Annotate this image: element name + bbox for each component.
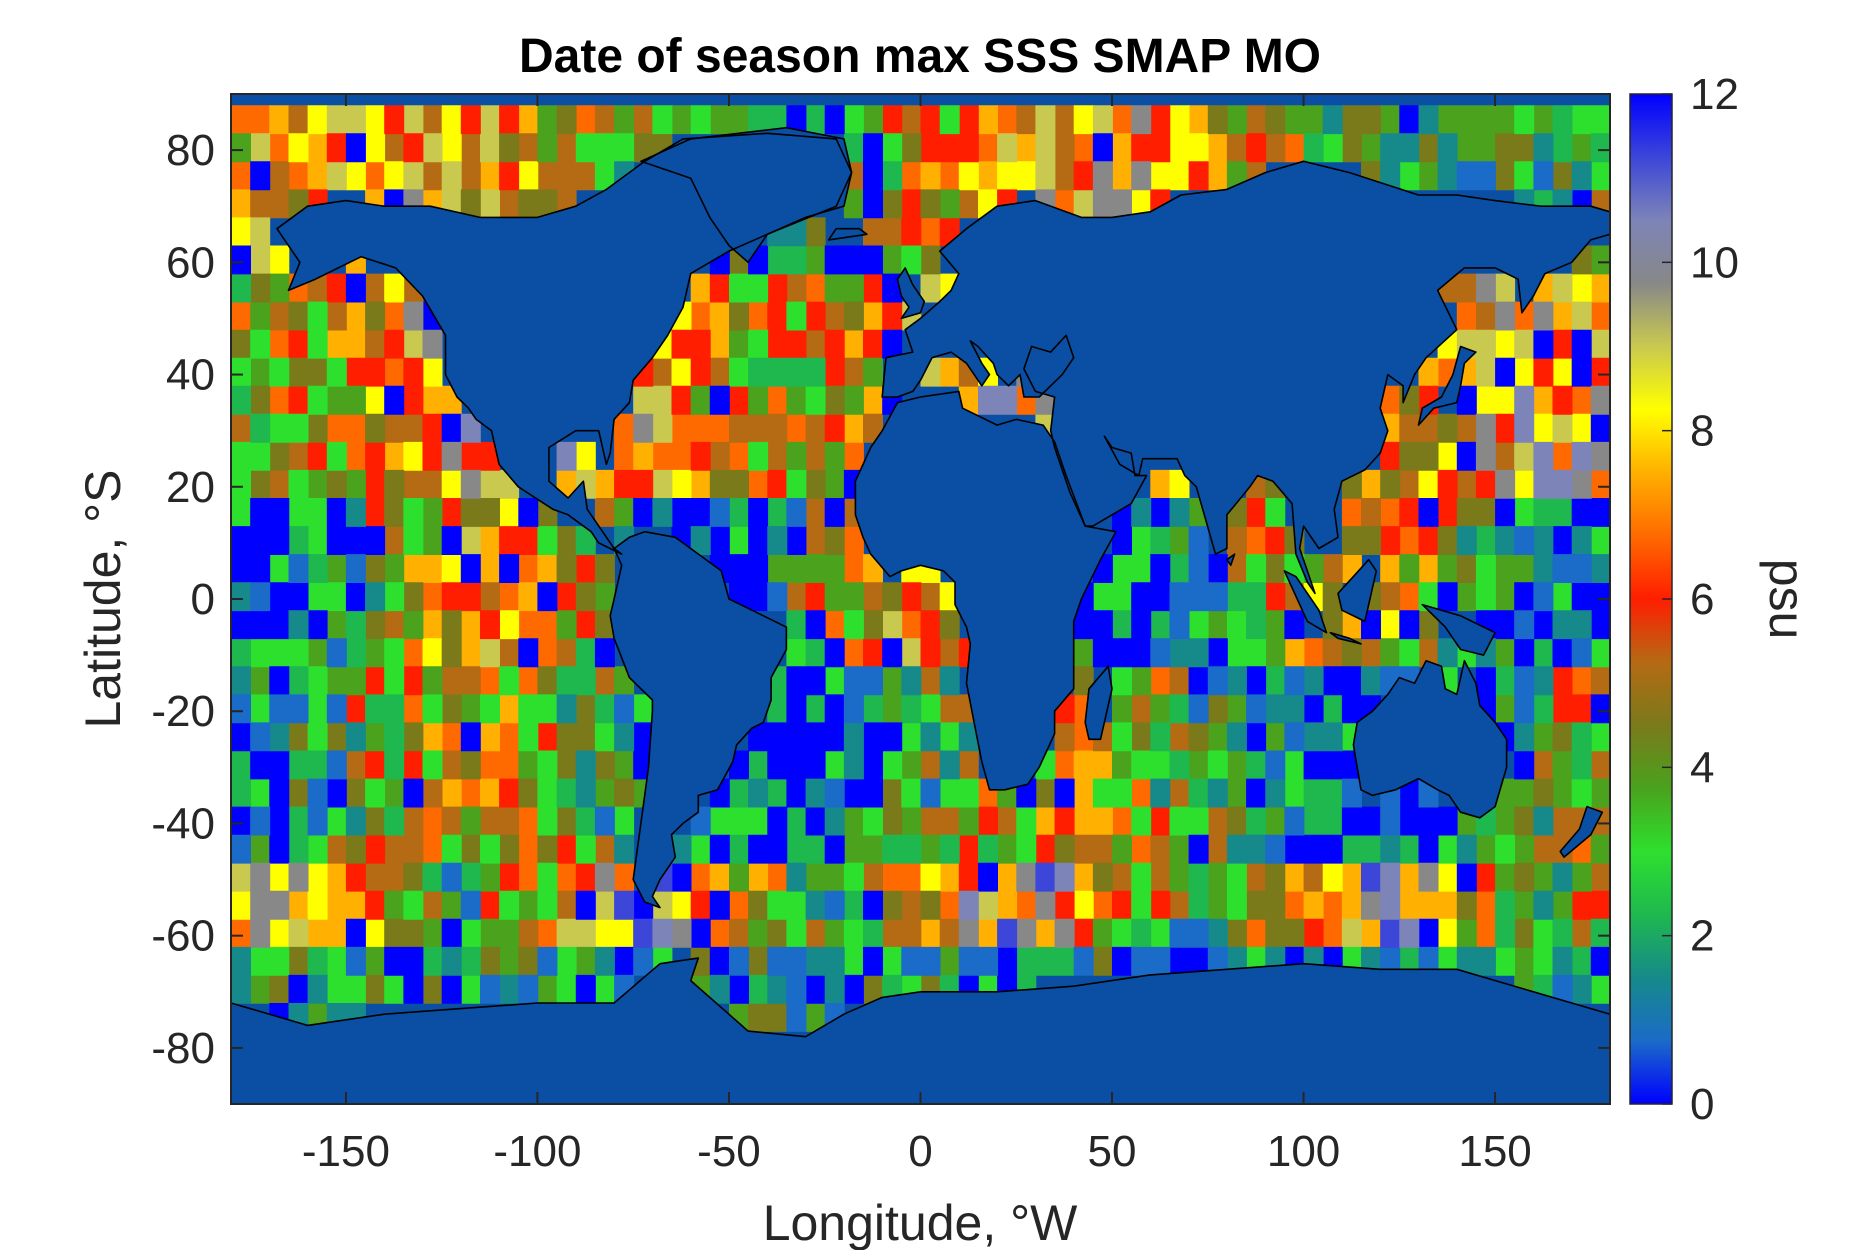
- colorbar-tick-label: 2: [1690, 912, 1714, 961]
- x-tick-label: -150: [302, 1127, 390, 1176]
- salinity-cells: [460, 385, 1592, 948]
- colorbar-tick-label: 6: [1690, 575, 1714, 624]
- landmass: [1422, 604, 1496, 656]
- colorbar-label: psu: [1759, 559, 1815, 640]
- landmass: [1284, 570, 1327, 633]
- coastline: [1329, 631, 1362, 645]
- x-axis: -150 -100 -50 0 50 100 150: [302, 94, 1532, 1176]
- coastline: [1417, 345, 1477, 426]
- landmass: [1338, 559, 1377, 622]
- coastline: [854, 390, 1117, 791]
- coastline: [1559, 805, 1604, 858]
- coastline: [609, 530, 788, 909]
- y-tick-label: -20: [151, 687, 215, 736]
- colorbar-tick-label: 8: [1690, 407, 1714, 456]
- x-tick-label: 100: [1267, 1127, 1340, 1176]
- salinity-field: [231, 105, 1610, 1032]
- coastline: [1084, 665, 1113, 741]
- y-axis-label: Latitude, °S: [75, 469, 131, 728]
- y-axis: 80 60 40 20 0 -20 -40 -60 -80: [151, 126, 1610, 1073]
- landmass: [1560, 806, 1603, 858]
- landmass: [640, 127, 852, 263]
- coastline: [1283, 570, 1328, 634]
- landmass: [855, 391, 1116, 790]
- y-tick-label: 20: [166, 463, 215, 512]
- landmass: [1353, 660, 1507, 818]
- y-tick-label: 0: [191, 575, 215, 624]
- colorbar-ticks: 0 2 4 6 8 10 12: [1662, 70, 1739, 1129]
- y-tick-label: 80: [166, 126, 215, 175]
- landmass: [897, 267, 925, 319]
- coastline: [231, 957, 1610, 1104]
- colorbar-tick-label: 12: [1690, 70, 1739, 119]
- colorbar: 0 2 4 6 8 10 12 psu: [1629, 70, 1815, 1129]
- coastline: [881, 160, 1610, 595]
- coastline: [1337, 558, 1378, 623]
- landmass: [828, 228, 867, 240]
- landmass: [610, 531, 787, 908]
- landmass: [882, 161, 1610, 594]
- x-tick-label: 0: [908, 1127, 932, 1176]
- x-tick-label: -100: [493, 1127, 581, 1176]
- chart-title: Date of season max SSS SMAP MO: [519, 30, 1321, 83]
- coastline: [640, 126, 853, 264]
- landmass: [277, 133, 852, 555]
- coastline: [1352, 659, 1508, 819]
- salinity-cells: [231, 105, 1610, 1032]
- coastline: [1421, 603, 1496, 656]
- landmass: [1226, 554, 1235, 566]
- x-tick-label: -50: [697, 1127, 761, 1176]
- colorbar-tick-label: 10: [1690, 238, 1739, 287]
- coastline: [827, 227, 868, 241]
- colorbar-tick-label: 0: [1690, 1080, 1714, 1129]
- continents: [231, 127, 1610, 1104]
- plot-area: [231, 94, 1610, 1104]
- landmass: [1085, 666, 1112, 740]
- salinity-cells: [231, 105, 1610, 948]
- landmass: [1418, 346, 1476, 426]
- y-tick-label: 40: [166, 351, 215, 400]
- landmass: [231, 958, 1610, 1104]
- y-tick-label: -80: [151, 1024, 215, 1073]
- x-tick-label: 150: [1458, 1127, 1531, 1176]
- coastline: [896, 267, 926, 320]
- coastlines: [231, 126, 1610, 1104]
- y-tick-label: -40: [151, 799, 215, 848]
- x-axis-label: Longitude, °W: [763, 1195, 1078, 1250]
- x-tick-label: 50: [1088, 1127, 1137, 1176]
- y-tick-label: 60: [166, 238, 215, 287]
- y-tick-label: -60: [151, 912, 215, 961]
- coastline: [1226, 553, 1236, 567]
- colorbar-tick-label: 4: [1690, 743, 1714, 792]
